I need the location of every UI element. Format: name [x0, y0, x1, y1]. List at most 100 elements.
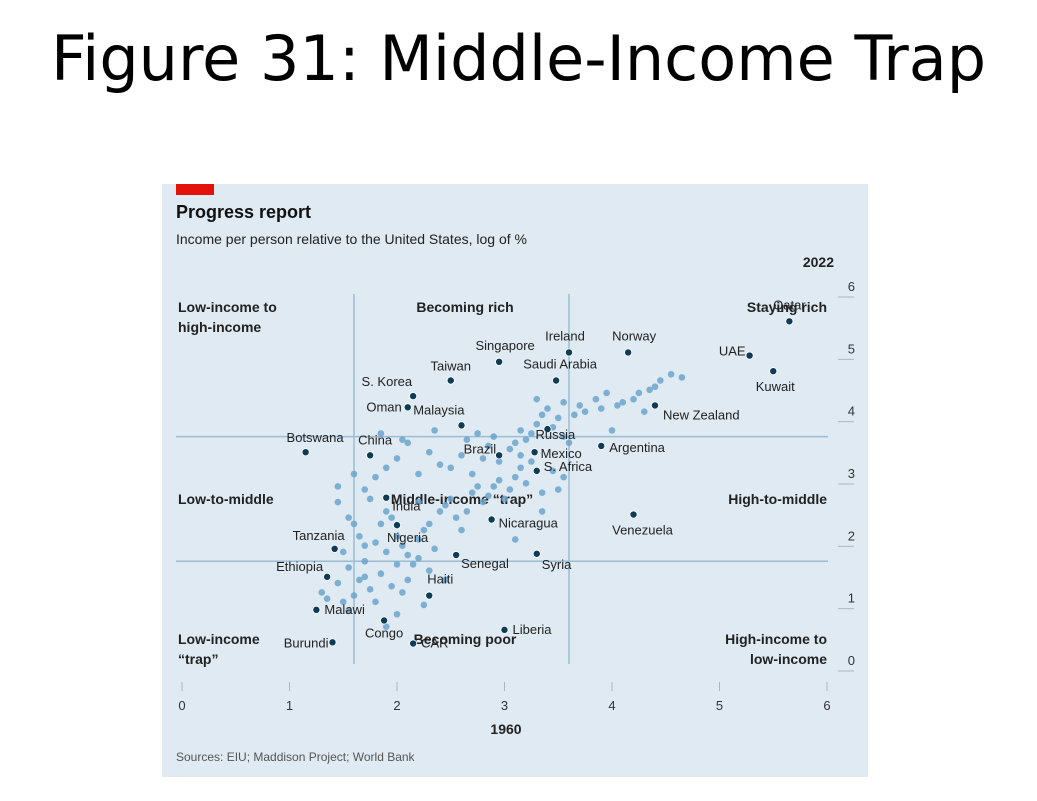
country-point [447, 464, 455, 472]
country-point [458, 526, 465, 534]
y-axis-label: 2022 [803, 254, 834, 270]
country-point-highlighted [597, 441, 606, 450]
country-point [361, 486, 369, 493]
country-point [372, 598, 379, 606]
country-label: Ethiopia [276, 559, 324, 574]
country-point-highlighted [532, 466, 541, 475]
country-point-highlighted [495, 451, 504, 460]
country-label: Oman [366, 399, 401, 414]
country-point [420, 601, 428, 609]
quadrant-label-staying-rich: Staying rich [747, 299, 827, 315]
country-point-highlighted [564, 348, 573, 357]
country-point-highlighted [532, 549, 541, 558]
chart-subtitle: Income per person relative to the United… [176, 231, 527, 247]
country-label: Norway [612, 328, 657, 343]
x-tick-label: 3 [501, 698, 508, 713]
country-point [576, 402, 584, 409]
country-label: S. Korea [362, 374, 413, 389]
quadrant-label-low-trap: “trap” [178, 651, 218, 667]
country-point [490, 483, 498, 490]
background-points [318, 370, 686, 631]
country-point [388, 514, 395, 521]
country-point-highlighted [403, 403, 412, 412]
country-point [431, 427, 438, 434]
country-point [646, 386, 653, 394]
country-point-highlighted [530, 448, 539, 457]
country-point [506, 486, 514, 493]
country-point [382, 508, 390, 515]
x-tick-label: 2 [393, 698, 400, 713]
country-point [528, 430, 535, 437]
country-point [474, 430, 481, 437]
country-point-highlighted [425, 591, 434, 600]
country-point [592, 395, 600, 403]
quadrant-label-becoming-rich: Becoming rich [416, 299, 513, 315]
y-tick-label: 0 [848, 653, 855, 668]
country-point-highlighted [380, 616, 389, 625]
country-point [415, 536, 422, 543]
country-point [382, 548, 390, 556]
country-point-highlighted [629, 510, 638, 519]
country-point-highlighted [745, 351, 754, 360]
country-label: Saudi Arabia [523, 357, 597, 372]
y-tick-label: 1 [848, 591, 855, 606]
country-label: UAE [719, 344, 746, 359]
country-point [399, 542, 406, 549]
country-point [372, 539, 379, 546]
country-point [393, 533, 401, 540]
country-point [533, 395, 541, 403]
country-point [560, 473, 567, 481]
country-label: New Zealand [663, 407, 740, 422]
scatter-chart: Progress report Income per person relati… [176, 184, 855, 764]
country-point-highlighted [650, 401, 659, 410]
country-point [511, 439, 519, 447]
country-point [560, 399, 567, 406]
country-point [474, 483, 481, 490]
country-point-highlighted [382, 493, 391, 502]
country-label: Venezuela [612, 523, 673, 538]
x-axis-label: 1960 [490, 721, 521, 737]
country-point-highlighted [624, 348, 633, 357]
country-point [366, 495, 374, 503]
country-point [399, 436, 406, 444]
country-point-highlighted [328, 638, 337, 647]
country-point [511, 473, 519, 481]
country-point-highlighted [452, 551, 461, 560]
country-label: China [358, 432, 393, 447]
country-point [431, 545, 438, 553]
country-point [565, 439, 573, 447]
country-point [463, 508, 471, 515]
country-point [517, 464, 524, 472]
country-point [657, 377, 664, 384]
country-point [377, 520, 385, 528]
country-point [425, 520, 433, 528]
country-point [350, 592, 358, 599]
slide-title: Figure 31: Middle-Income Trap [50, 22, 987, 95]
country-point [382, 623, 390, 631]
country-point [447, 495, 455, 503]
country-point [554, 486, 562, 493]
country-point [345, 514, 352, 521]
y-tick-label: 2 [848, 528, 855, 543]
country-label: Senegal [461, 556, 509, 571]
country-point [479, 498, 487, 506]
country-point [361, 573, 369, 581]
country-label: India [392, 499, 421, 514]
country-point [393, 561, 401, 568]
country-point [501, 495, 508, 503]
country-point [479, 455, 487, 462]
country-point [678, 374, 686, 381]
country-point [468, 489, 476, 497]
country-point [538, 508, 546, 515]
country-label: CAR [421, 636, 448, 651]
country-label: Russia [536, 427, 577, 442]
country-point [404, 576, 412, 584]
country-point [436, 508, 444, 515]
country-label: Malaysia [413, 402, 465, 417]
brand-tag [176, 184, 214, 195]
country-point-highlighted [392, 521, 401, 530]
country-point-highlighted [487, 515, 496, 524]
country-point-highlighted [500, 625, 509, 634]
country-point [442, 501, 449, 509]
country-point [485, 492, 492, 500]
